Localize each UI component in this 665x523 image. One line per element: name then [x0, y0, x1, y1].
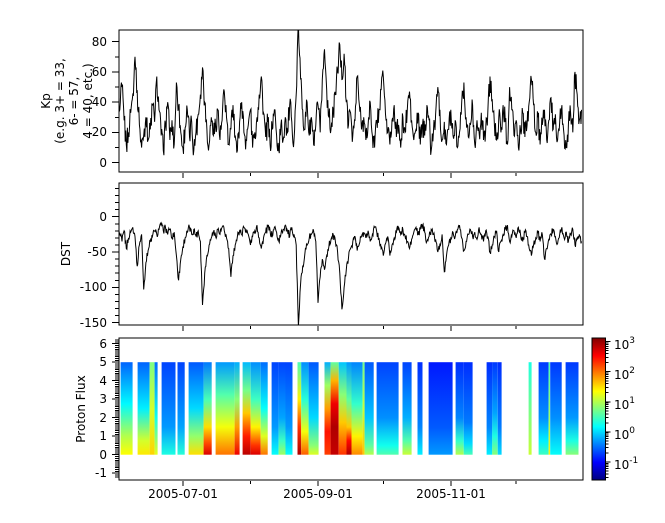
y-tick-label: 20 [91, 125, 107, 139]
y-tick-label: -1 [95, 466, 107, 480]
flux-heatmap-strip [497, 362, 502, 455]
y-tick-label: 4 [99, 374, 107, 388]
flux-heatmap-strip [154, 362, 158, 455]
flux-heatmap-strip [463, 362, 473, 455]
flux-heatmap-strip [234, 362, 240, 455]
y-tick-label: 0 [99, 448, 107, 462]
x-tick-label: 2005-09-01 [283, 487, 353, 501]
colorbar [591, 337, 606, 481]
flux-heatmap-strip [376, 362, 399, 455]
flux-heatmap-strip [528, 362, 532, 455]
flux-heatmap-strip [324, 362, 331, 455]
flux-heatmap-strip [428, 362, 453, 455]
flux-heatmap-strip [250, 362, 261, 455]
colorbar-exponent: 3 [629, 336, 636, 346]
x-tick-label: 2005-07-01 [148, 487, 218, 501]
kp-series-line [119, 30, 582, 156]
flux-heatmap-strip [188, 362, 204, 455]
flux-heatmap-strip [550, 362, 562, 455]
y-tick-label: 6 [99, 337, 107, 351]
flux-heatmap-strip [565, 362, 579, 455]
flux-heatmap-strip [351, 362, 363, 455]
colorbar-tick-label: 101 [614, 396, 636, 412]
colorbar-exponent: 2 [629, 366, 636, 376]
flux-heatmap-strip [492, 362, 498, 455]
y-tick-label: -100 [79, 280, 107, 294]
flux-heatmap-strip [215, 362, 235, 455]
flux-heatmap-strip [486, 362, 493, 455]
flux-heatmap-strip [271, 362, 279, 455]
kp-axis-label-line1: Kp [39, 93, 53, 109]
colorbar-exponent: 0 [629, 426, 636, 436]
flux-heatmap-strip [364, 362, 374, 455]
flux-heatmap-strip [308, 362, 319, 455]
y-tick-label: -150 [79, 316, 107, 330]
flux-heatmap-strip [301, 362, 309, 455]
y-tick-label: 2 [99, 411, 107, 425]
kp-panel-frame [118, 29, 584, 173]
flux-heatmap-strip [362, 362, 365, 455]
colorbar-tick-label: 100 [614, 426, 636, 442]
y-tick-label: 1 [99, 429, 107, 443]
flux-heatmap-strip [177, 362, 185, 455]
flux-heatmap-strip [297, 362, 302, 455]
flux-panel-frame [118, 337, 584, 481]
colorbar-tick-label: 102 [614, 366, 636, 382]
colorbar-tick-label: 103 [614, 336, 636, 352]
flux-heatmap-strip [120, 362, 133, 455]
flux-heatmap-strip [149, 362, 155, 455]
flux-heatmap-strip [548, 362, 551, 455]
flux-heatmap-strip [285, 362, 293, 455]
flux-heatmap-strip [278, 362, 286, 455]
x-tick-label: 2005-11-01 [416, 487, 486, 501]
y-tick-label: 0 [99, 210, 107, 224]
flux-heatmap-strip [260, 362, 268, 455]
flux-heatmap-strip [242, 362, 251, 455]
dst-panel-frame [118, 182, 584, 326]
flux-heatmap-strip [402, 362, 412, 455]
y-tick-label: 40 [91, 95, 107, 109]
y-tick-label: -50 [87, 245, 107, 259]
dst-series-line [119, 221, 582, 325]
flux-heatmap-strip [338, 362, 347, 455]
flux-heatmap-strip [137, 362, 150, 455]
y-tick-label: 3 [99, 392, 107, 406]
colorbar-exponent: 1 [629, 396, 636, 406]
flux-heatmap-strip [417, 362, 423, 455]
flux-heatmap-strip [538, 362, 549, 455]
flux-heatmap-strip [330, 362, 339, 455]
y-tick-label: 0 [99, 156, 107, 170]
colorbar-exponent: -1 [629, 456, 639, 466]
flux-heatmap-strip [161, 362, 176, 455]
y-tick-label: 60 [91, 65, 107, 79]
y-tick-label: 80 [91, 35, 107, 49]
y-tick-label: 5 [99, 355, 107, 369]
flux-heatmap-strip [203, 362, 212, 455]
flux-heatmap-strip [455, 362, 464, 455]
colorbar-tick-label: 10-1 [614, 456, 639, 472]
flux-heatmap-strip [346, 362, 352, 455]
